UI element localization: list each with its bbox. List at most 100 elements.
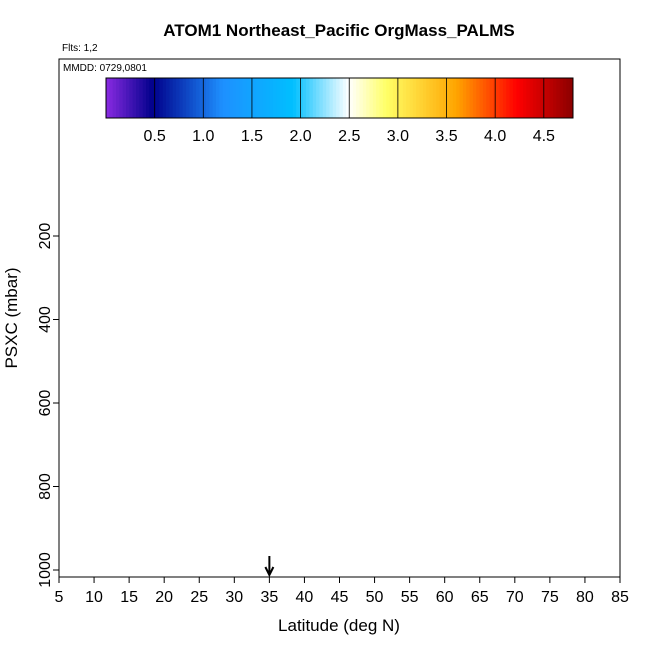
- colorbar-swatch: [332, 78, 337, 118]
- flight-track: [107, 277, 120, 387]
- colorbar-tick-label: 2.5: [338, 128, 360, 145]
- colorbar-swatch: [296, 78, 300, 118]
- colorbar-swatch: [272, 78, 277, 118]
- colorbar-swatch: [419, 78, 424, 118]
- flight-track: [205, 269, 222, 370]
- colorbar-swatch: [446, 78, 451, 118]
- colorbar-tick-label: 1.5: [241, 128, 263, 145]
- colorbar-swatch: [506, 78, 511, 118]
- colorbar-swatch: [329, 78, 334, 118]
- colorbar-swatch: [439, 78, 444, 118]
- colorbar-swatch: [479, 78, 484, 118]
- colorbar-swatch: [126, 78, 130, 118]
- colorbar-swatch: [289, 78, 294, 118]
- colorbar-tick-label: 2.0: [289, 128, 311, 145]
- colorbar-swatch: [216, 78, 220, 118]
- x-tick-label: 15: [120, 589, 138, 606]
- colorbar-swatch: [549, 78, 554, 118]
- colorbar-swatch: [342, 78, 347, 118]
- colorbar-swatch: [119, 78, 124, 118]
- flight-track: [493, 277, 516, 387]
- colorbar-swatch: [189, 78, 194, 118]
- colorbar-swatch: [376, 78, 381, 118]
- colorbar-swatch: [286, 78, 290, 118]
- colorbar-swatch: [292, 78, 297, 118]
- colorbar-swatch: [212, 78, 217, 118]
- colorbar-swatch: [536, 78, 541, 118]
- colorbar-swatch: [366, 78, 371, 118]
- colorbar-swatch: [496, 78, 501, 118]
- colorbar: 0.5 1.0 1.5 2.0 2.5 3.0 3.5 4.0 4.5: [105, 77, 574, 145]
- colorbar-swatch: [436, 78, 441, 118]
- colorbar-swatch: [476, 78, 481, 118]
- colorbar-swatch: [489, 78, 494, 118]
- colorbar-swatch: [122, 78, 127, 118]
- colorbar-swatch: [242, 78, 247, 118]
- flight-track: [269, 253, 550, 266]
- colorbar-swatch: [406, 78, 411, 118]
- x-tick-label: 50: [366, 589, 384, 606]
- x-tick-label: 55: [401, 589, 419, 606]
- colorbar-swatch: [182, 78, 187, 118]
- colorbar-swatch: [316, 78, 320, 118]
- x-tick-label: 25: [190, 589, 208, 606]
- colorbar-swatch: [362, 78, 367, 118]
- colorbar-swatch: [379, 78, 384, 118]
- colorbar-swatch: [502, 78, 507, 118]
- colorbar-swatch: [386, 78, 391, 118]
- colorbar-swatch: [179, 78, 184, 118]
- y-tick-label: 800: [37, 473, 54, 500]
- colorbar-tick-label: 3.5: [435, 128, 457, 145]
- x-tick-label: 85: [611, 589, 629, 606]
- colorbar-swatch: [176, 78, 180, 118]
- colorbar-swatch: [429, 78, 434, 118]
- flight-track: [170, 261, 186, 362]
- flight-track: [79, 344, 88, 437]
- colorbar-swatch: [526, 78, 531, 118]
- x-tick-label: 70: [506, 589, 524, 606]
- colorbar-swatch: [546, 78, 551, 118]
- colorbar-tick-label: 1.0: [192, 128, 214, 145]
- colorbar-swatch: [416, 78, 421, 118]
- x-tick-label: 5: [55, 589, 64, 606]
- colorbar-swatch: [352, 78, 357, 118]
- colorbar-swatch: [236, 78, 240, 118]
- colorbar-swatch: [209, 78, 214, 118]
- colorbar-swatch: [382, 78, 387, 118]
- colorbar-swatch: [466, 78, 471, 118]
- colorbar-swatch: [149, 78, 154, 118]
- colorbar-swatch: [259, 78, 264, 118]
- colorbar-swatch: [562, 78, 567, 118]
- colorbar-swatch: [266, 78, 270, 118]
- colorbar-swatch: [409, 78, 414, 118]
- colorbar-swatch: [162, 78, 167, 118]
- colorbar-swatch: [522, 78, 527, 118]
- colorbar-swatch: [199, 78, 204, 118]
- colorbar-tick-label: 4.0: [484, 128, 506, 145]
- colorbar-swatch: [109, 78, 114, 118]
- colorbar-swatch: [246, 78, 250, 118]
- colorbar-tick-label: 4.5: [533, 128, 555, 145]
- colorbar-swatch: [129, 78, 134, 118]
- colorbar-swatch: [166, 78, 170, 118]
- colorbar-swatch: [186, 78, 190, 118]
- dates-note: MMDD: 0729,0801: [63, 63, 147, 74]
- colorbar-swatch: [459, 78, 464, 118]
- colorbar-swatch: [542, 78, 547, 118]
- colorbar-swatch: [412, 78, 417, 118]
- colorbar-swatch: [302, 78, 307, 118]
- colorbar-swatch: [349, 78, 354, 118]
- colorbar-swatch: [452, 78, 457, 118]
- colorbar-swatch: [276, 78, 280, 118]
- y-tick-label: 400: [37, 306, 54, 333]
- colorbar-swatch: [156, 78, 160, 118]
- colorbar-swatch: [422, 78, 427, 118]
- colorbar-swatch: [132, 78, 137, 118]
- colorbar-swatch: [469, 78, 474, 118]
- colorbar-swatch: [369, 78, 374, 118]
- x-tick-label: 35: [260, 589, 278, 606]
- colorbar-swatch: [356, 78, 361, 118]
- colorbar-tick-label: 3.0: [387, 128, 409, 145]
- colorbar-swatch: [229, 78, 234, 118]
- colorbar-swatch: [552, 78, 557, 118]
